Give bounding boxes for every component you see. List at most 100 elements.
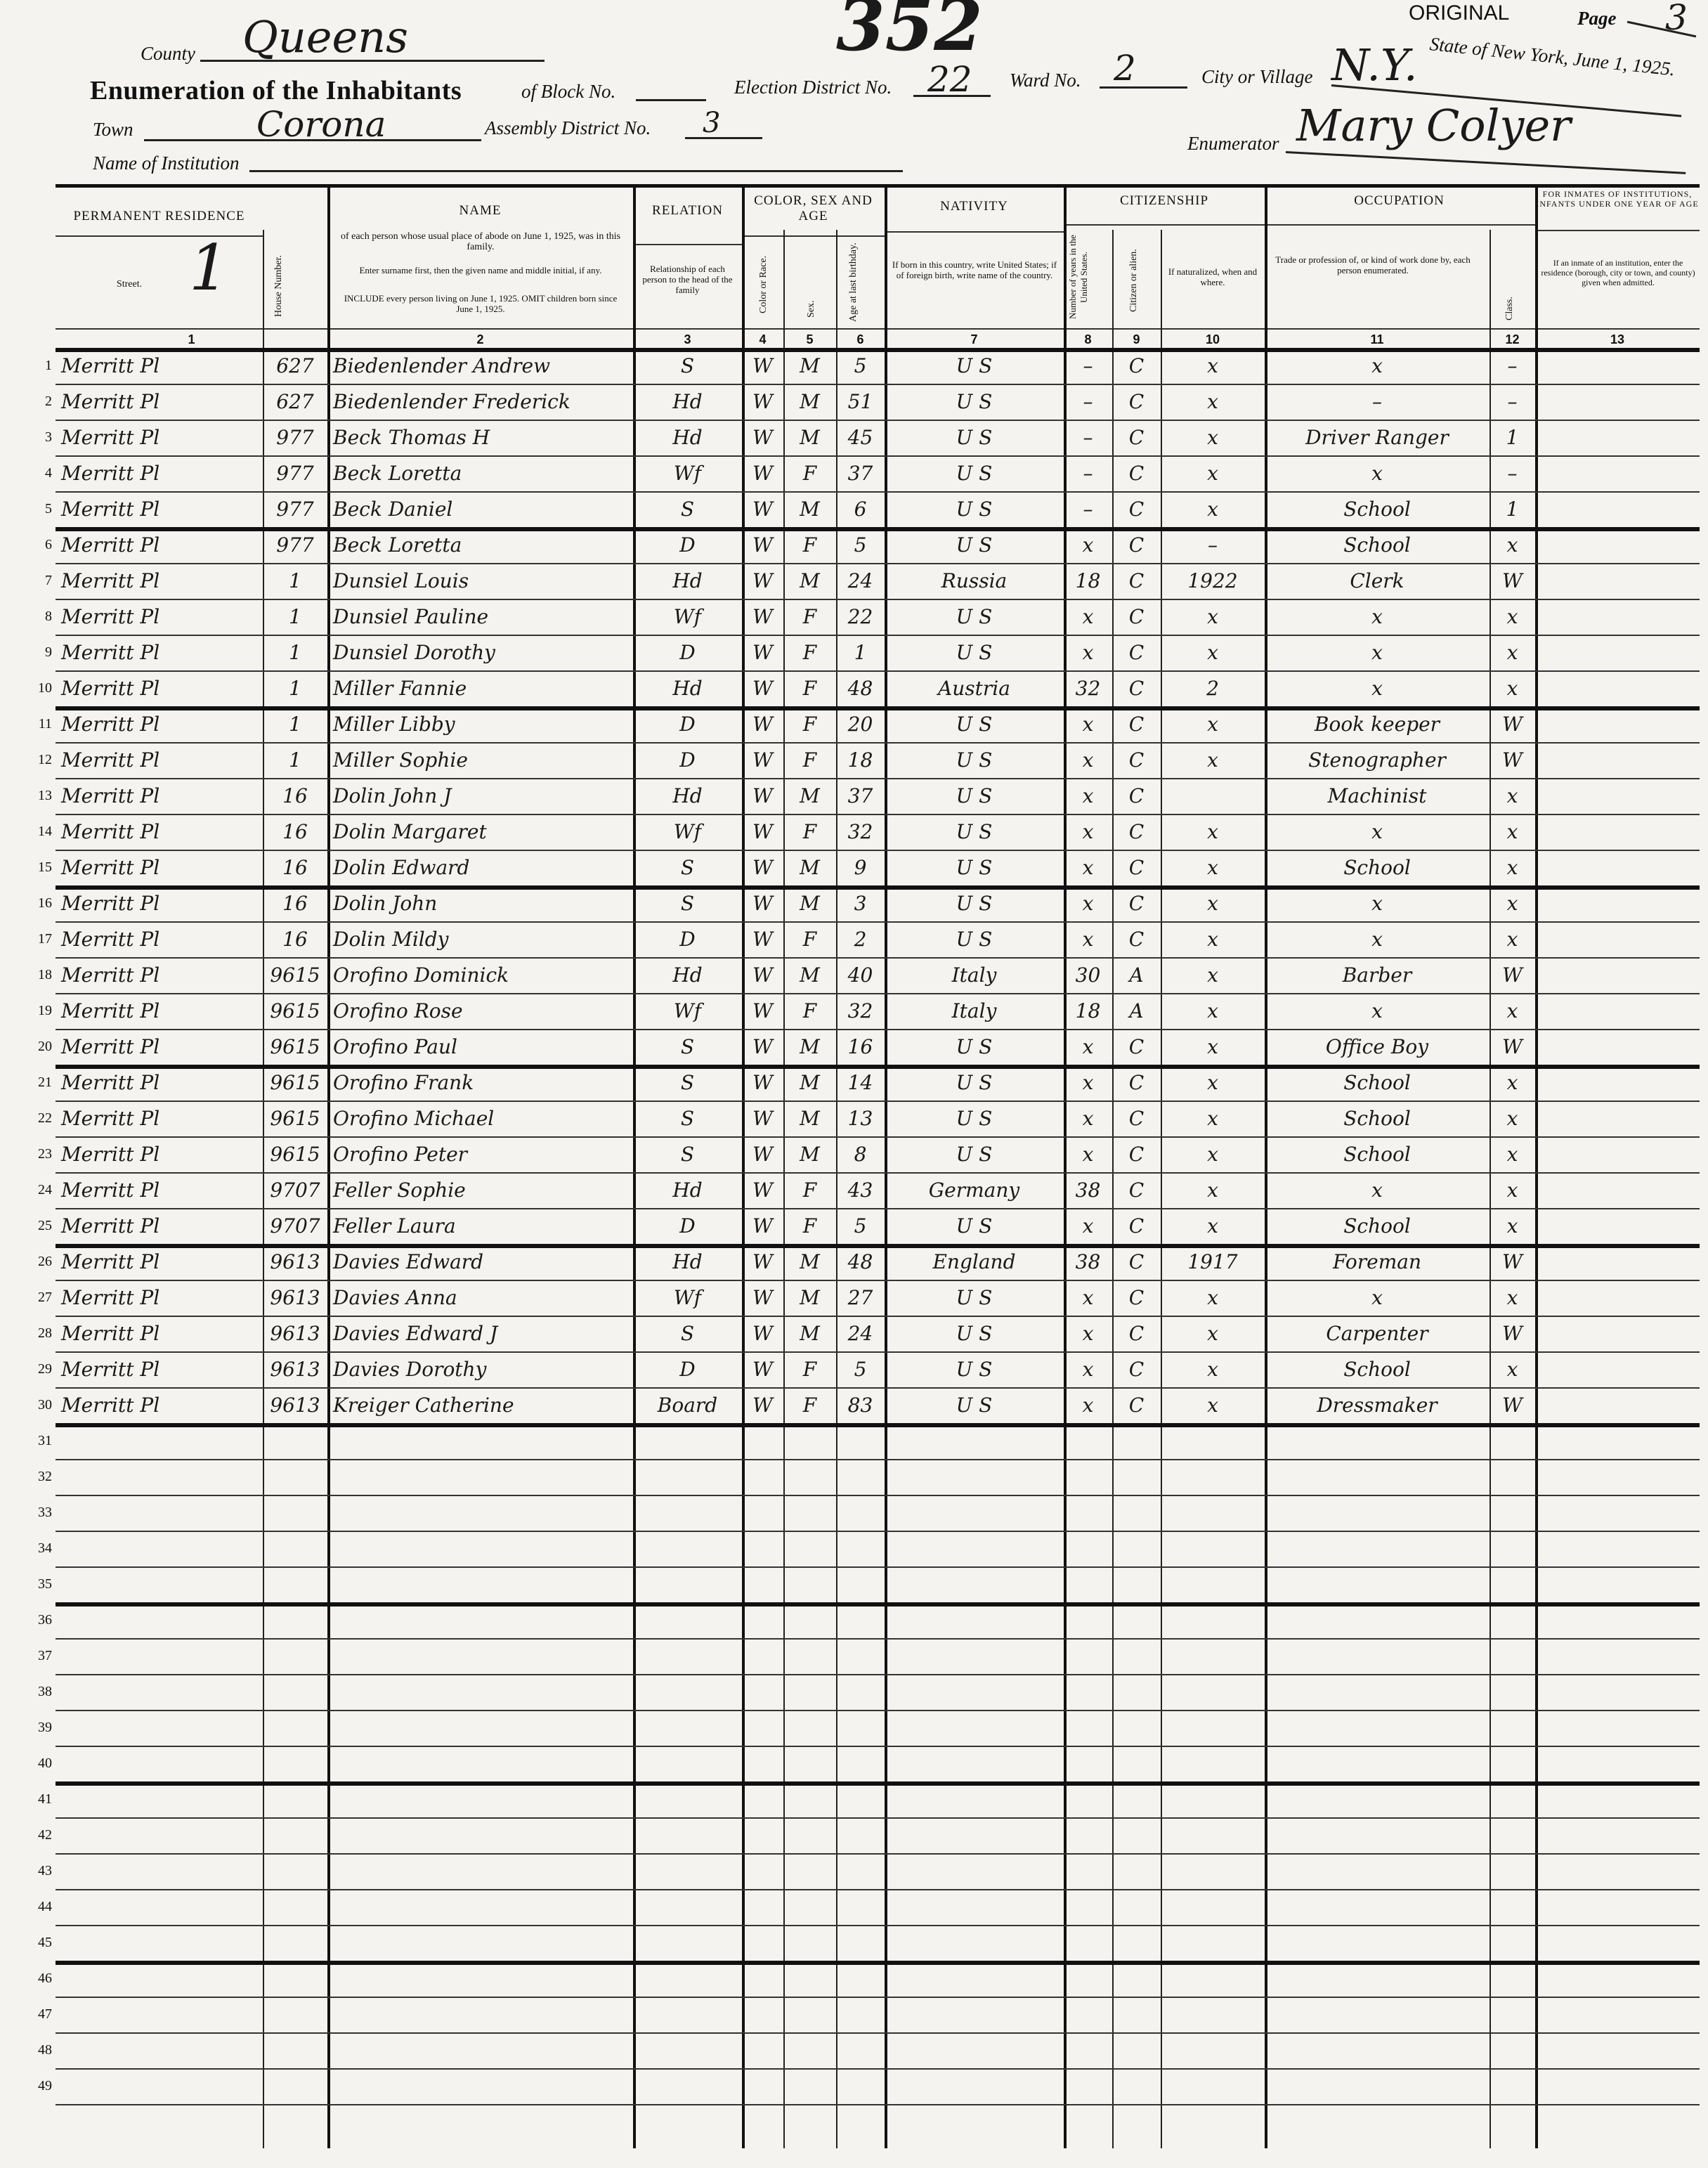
row-divider: [56, 1925, 1700, 1926]
column-divider: [1112, 230, 1114, 2148]
cell-years: 18: [1075, 999, 1101, 1023]
cell-natz: x: [1207, 498, 1218, 521]
cell-cls: W: [1502, 1250, 1523, 1273]
row-divider: [56, 1351, 1700, 1353]
cell-years: x: [1082, 533, 1094, 557]
cell-years: –: [1083, 354, 1093, 377]
cell-rel: Hd: [672, 390, 703, 413]
row-number: 28: [38, 1325, 52, 1341]
cell-natz: 2: [1206, 677, 1219, 700]
cell-color: W: [752, 569, 773, 592]
sub-years-in-us: Number of years in the United States.: [1067, 235, 1089, 320]
cell-occ: Office Boy: [1325, 1035, 1429, 1058]
cell-cit: C: [1128, 426, 1145, 449]
row-number: 12: [38, 752, 52, 767]
row-divider: [56, 1423, 1700, 1427]
cell-sex: M: [800, 1286, 820, 1309]
cell-age: 20: [847, 713, 873, 736]
assembly-value: 3: [703, 107, 721, 139]
cell-natz: x: [1207, 963, 1218, 987]
row-divider: [56, 1208, 1700, 1209]
row-divider: [56, 1136, 1700, 1138]
cell-cls: x: [1506, 820, 1518, 843]
page-value: 3: [1665, 0, 1688, 38]
col-group-occupation: OCCUPATION: [1354, 193, 1445, 208]
cell-age: 13: [847, 1107, 873, 1130]
column-divider: [1265, 188, 1267, 2148]
cell-age: 14: [847, 1071, 873, 1094]
cell-age: 83: [847, 1394, 873, 1417]
cell-natz: x: [1207, 1179, 1218, 1202]
row-number: 46: [38, 1971, 52, 1986]
stamp-number: 352: [836, 0, 983, 67]
cell-years: x: [1082, 1394, 1094, 1417]
cell-nat: Italy: [951, 963, 997, 987]
cell-age: 37: [847, 462, 873, 485]
row-number: 20: [38, 1039, 52, 1054]
cell-name: Dolin John J: [333, 784, 452, 807]
cell-sex: M: [800, 963, 820, 987]
cell-rel: S: [680, 1071, 695, 1094]
row-divider: [56, 814, 1700, 815]
cell-natz: x: [1207, 1322, 1218, 1345]
cell-nat: U S: [956, 892, 993, 915]
row-divider: [56, 1746, 1700, 1747]
row-number: 41: [38, 1791, 52, 1807]
cell-sex: M: [800, 390, 820, 413]
cell-age: 32: [847, 820, 873, 843]
cell-sex: M: [800, 569, 820, 592]
cell-house: 9615: [270, 1071, 320, 1094]
cell-nat: U S: [956, 426, 993, 449]
cell-occ: School: [1343, 498, 1411, 521]
cell-occ: x: [1371, 1286, 1383, 1309]
col-group-name: NAME: [459, 203, 502, 218]
cell-house: 627: [276, 390, 314, 413]
cell-natz: x: [1207, 820, 1218, 843]
cell-street: Merritt Pl: [61, 963, 160, 987]
cell-cls: W: [1502, 748, 1523, 772]
cell-name: Feller Laura: [333, 1214, 456, 1238]
cell-name: Orofino Peter: [333, 1143, 468, 1166]
row-divider: [56, 2104, 1700, 2105]
cell-color: W: [752, 999, 773, 1023]
cell-occ: Stenographer: [1308, 748, 1446, 772]
cell-rel: Hd: [672, 569, 703, 592]
street-mark: 1: [189, 231, 230, 305]
cell-natz: x: [1207, 641, 1218, 664]
cell-cit: C: [1128, 1214, 1145, 1238]
row-divider: [56, 1459, 1700, 1460]
cell-street: Merritt Pl: [61, 1286, 160, 1309]
cell-cls: x: [1506, 892, 1518, 915]
cell-name: Orofino Paul: [333, 1035, 457, 1058]
cell-color: W: [752, 892, 773, 915]
sub-name-3: INCLUDE every person living on June 1, 1…: [344, 293, 618, 314]
cell-cit: C: [1128, 605, 1145, 628]
cell-name: Dolin Mildy: [333, 928, 449, 951]
cell-natz: x: [1207, 1286, 1218, 1309]
cell-occ: x: [1371, 1179, 1383, 1202]
cell-street: Merritt Pl: [61, 641, 160, 664]
cell-age: 5: [854, 1358, 867, 1381]
row-divider: [56, 1817, 1700, 1819]
cell-cls: x: [1506, 999, 1518, 1023]
cell-sex: F: [802, 1179, 817, 1202]
row-divider: [56, 1065, 1700, 1069]
row-number: 25: [38, 1218, 52, 1233]
row-number: 40: [38, 1755, 52, 1771]
cell-nat: U S: [956, 856, 993, 879]
cell-color: W: [752, 462, 773, 485]
cell-cit: C: [1128, 641, 1145, 664]
column-divider: [836, 230, 837, 2148]
cell-occ: x: [1371, 641, 1383, 664]
row-number: 13: [38, 788, 52, 803]
cell-sex: M: [800, 1035, 820, 1058]
cell-cit: C: [1128, 1394, 1145, 1417]
row-number: 31: [38, 1433, 52, 1448]
cell-occ: School: [1343, 533, 1411, 557]
cell-cls: x: [1506, 784, 1518, 807]
cell-sex: F: [802, 462, 817, 485]
cell-name: Beck Loretta: [333, 533, 462, 557]
cell-color: W: [752, 928, 773, 951]
cell-cit: C: [1128, 677, 1145, 700]
cell-cit: C: [1128, 856, 1145, 879]
